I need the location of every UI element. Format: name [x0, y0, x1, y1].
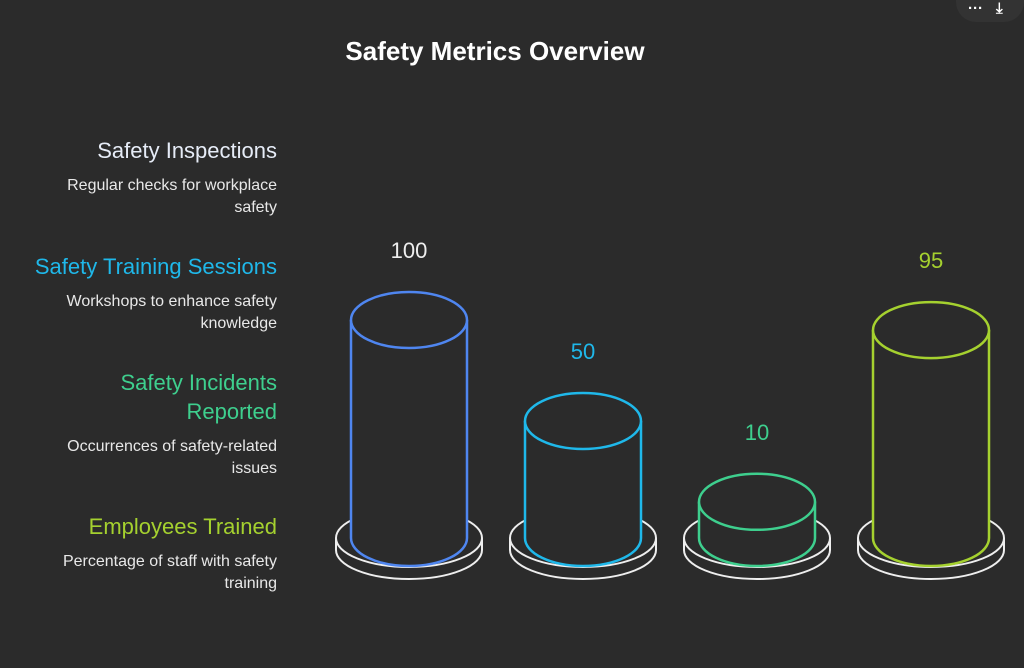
legend-description: Percentage of staff with safety training	[62, 553, 277, 592]
bar-value-label: 10	[745, 420, 769, 445]
legend-description: Workshops to enhance safety knowledge	[66, 293, 278, 332]
legend-item: Safety Inspections Regular checks for wor…	[7, 136, 277, 219]
chart-title: Safety Metrics Overview	[345, 36, 645, 66]
legend-heading: Safety Training Sessions	[34, 254, 277, 279]
legend-heading: Safety Inspections	[97, 138, 277, 163]
bar-cylinder	[349, 320, 469, 568]
legend-item: Safety Training Sessions Workshops to enh…	[7, 252, 277, 335]
more-horizontal-icon[interactable]: ···	[968, 0, 983, 17]
toolbar: ··· ⤓	[956, 0, 1024, 22]
bar-cylinder-top	[697, 472, 817, 532]
bar-cylinder	[871, 330, 991, 568]
bar-cylinder-top	[349, 290, 469, 350]
legend-description: Regular checks for workplace safety	[67, 177, 277, 216]
bar-cylinder-top	[871, 300, 991, 360]
download-icon[interactable]: ⤓	[996, 0, 1003, 17]
bar-cylinder-top	[523, 391, 643, 451]
bar-value-label: 100	[391, 238, 428, 263]
legend-item: Safety Incidents Reported Occurrences of …	[7, 368, 277, 480]
bar-cylinder	[523, 421, 643, 568]
legend-description: Occurrences of safety-related issues	[67, 438, 277, 477]
legend-item: Employees Trained Percentage of staff wit…	[7, 512, 277, 595]
bar-value-label: 50	[571, 339, 595, 364]
legend-heading: Safety Incidents Reported	[120, 370, 277, 424]
bar-value-label: 95	[919, 248, 943, 273]
legend-heading: Employees Trained	[88, 514, 277, 539]
